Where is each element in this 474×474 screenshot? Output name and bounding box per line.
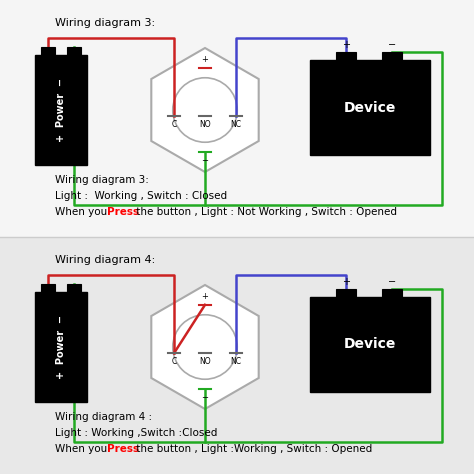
Circle shape [173,315,237,379]
Text: −: − [388,277,396,287]
Text: When you: When you [55,444,110,454]
Text: the button , Light :Working , Switch : Opened: the button , Light :Working , Switch : O… [133,444,372,454]
Text: +: + [342,277,350,287]
Polygon shape [151,285,259,409]
Bar [35,292,87,402]
Text: Press: Press [107,444,139,454]
Bar [67,47,81,55]
Text: Wiring diagram 3:: Wiring diagram 3: [55,18,155,28]
Text: +  Power  −: + Power − [56,78,66,142]
Text: +: + [201,292,209,301]
Text: NO: NO [199,357,211,366]
Text: Wiring diagram 4:: Wiring diagram 4: [55,255,155,265]
Text: Wiring diagram 4 :: Wiring diagram 4 : [55,412,152,422]
Text: +: + [342,40,350,50]
Text: Press: Press [107,207,139,217]
Text: NO: NO [199,120,211,129]
Bar [67,284,81,292]
Polygon shape [151,48,259,172]
Text: −: − [201,393,209,402]
Bar [310,60,430,155]
Bar [35,55,87,165]
Text: +: + [201,55,209,64]
Text: NC: NC [230,357,241,366]
Circle shape [173,78,237,142]
Text: Light : Working ,Switch :Closed: Light : Working ,Switch :Closed [55,428,218,438]
Bar [337,289,356,297]
Bar [0,0,474,237]
Text: −: − [388,40,396,50]
Bar [382,289,402,297]
Text: C: C [172,357,177,366]
Bar [337,52,356,60]
Bar [0,237,474,474]
Text: −: − [201,156,209,165]
Text: Device: Device [344,100,396,115]
Text: NC: NC [230,120,241,129]
Text: C: C [172,120,177,129]
Text: Light :  Working , Switch : Closed: Light : Working , Switch : Closed [55,191,227,201]
Bar [41,284,55,292]
Text: +  Power  −: + Power − [56,315,66,379]
Bar [41,47,55,55]
Text: When you: When you [55,207,110,217]
Text: Wiring diagram 3:: Wiring diagram 3: [55,175,149,185]
Text: Device: Device [344,337,396,352]
Bar [310,297,430,392]
Bar [382,52,402,60]
Text: the button , Light : Not Working , Switch : Opened: the button , Light : Not Working , Switc… [133,207,397,217]
